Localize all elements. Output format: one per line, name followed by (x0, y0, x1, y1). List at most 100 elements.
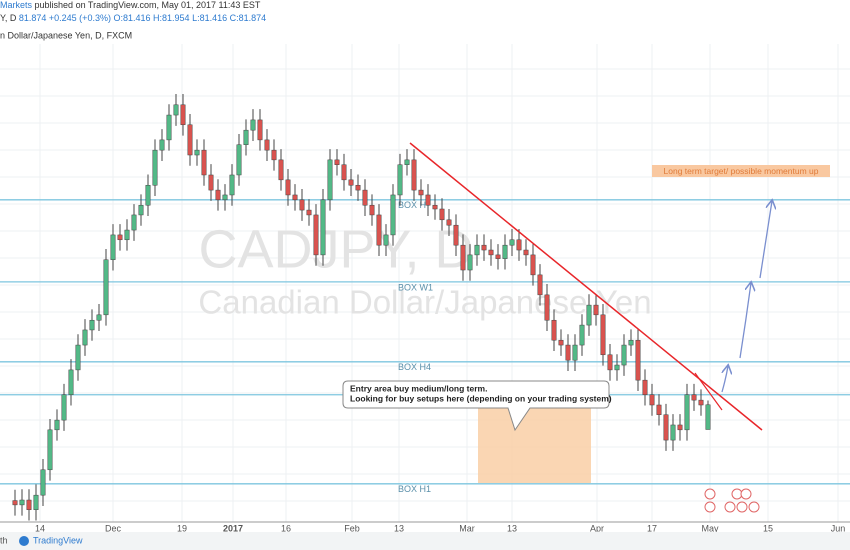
candle-body (306, 209, 312, 216)
candle-body (131, 214, 137, 231)
levels: BOX H BOX W1 BOX H4 BOX H1 (0, 199, 850, 494)
candle-body (152, 149, 158, 186)
candle-body (117, 234, 123, 241)
candle-body (558, 339, 564, 346)
x-tick-label: 13 (507, 523, 517, 533)
candle-body (96, 314, 102, 321)
candle-body (579, 324, 585, 346)
candle-body (614, 364, 620, 371)
target-label: Long term target/ possible momentum up (664, 166, 819, 176)
x-tick-label: Mar (459, 523, 475, 533)
candle-body (250, 119, 256, 131)
change: +0.245 (+0.3%) (49, 13, 111, 23)
header-bg (0, 0, 850, 44)
candle-body (439, 208, 445, 221)
candle-body (537, 274, 543, 296)
candle-body (299, 199, 305, 211)
candle-body (677, 424, 683, 431)
candle-body (341, 164, 347, 181)
candle-body (362, 189, 368, 206)
candle-body (481, 244, 487, 251)
candle-body (355, 184, 361, 191)
candle-body (40, 469, 46, 496)
candle-body (684, 394, 690, 431)
candle-body (593, 304, 599, 316)
candle-body (453, 224, 459, 246)
x-tick-label: 14 (35, 523, 45, 533)
callout (342, 380, 610, 432)
candle-body (201, 149, 207, 176)
candle-body (621, 344, 627, 366)
candle-body (54, 419, 60, 431)
candle-body (670, 424, 676, 441)
candle-body (110, 234, 116, 261)
candle-body (432, 204, 438, 210)
arrow (739, 283, 751, 359)
candle-body (159, 139, 165, 151)
candle-body (180, 104, 186, 126)
x-tick-label: 13 (394, 523, 404, 533)
candle-body (145, 184, 151, 206)
candle-body (572, 344, 578, 361)
ohlc: O:81.416 (113, 13, 150, 23)
candle-body (222, 194, 228, 201)
candle-body (257, 119, 263, 141)
trend-line (409, 142, 763, 431)
candles (12, 93, 711, 521)
candle-body (488, 249, 494, 256)
x-tick-label: Dec (105, 523, 122, 533)
candle-body (187, 124, 193, 156)
candle-body (320, 199, 326, 256)
candle-body (642, 379, 648, 395)
target-box (652, 165, 830, 177)
trend-line-short (694, 372, 723, 411)
candle-body (334, 159, 340, 165)
arrow (721, 366, 728, 393)
symbol: Y, D (0, 13, 17, 23)
ohlc: L:81.416 (192, 13, 227, 23)
x-tick-label: Feb (344, 523, 360, 533)
candle-body (502, 244, 508, 259)
candle-body (698, 399, 704, 406)
candle-body (390, 194, 396, 236)
quote-line: Y, D 81.874 +0.245 (+0.3%) O:81.416 H:81… (0, 13, 266, 23)
callout-line: Entry area buy medium/long term. (350, 383, 487, 393)
brand: Markets (0, 0, 33, 10)
arrow (759, 201, 772, 279)
watermark-description: Canadian Dollar/Japanese Yen (198, 284, 651, 321)
candle-body (278, 159, 284, 181)
candle-body (516, 239, 522, 251)
candle-body (376, 214, 382, 246)
candle-body (19, 499, 25, 506)
x-axis-labels: 14 Dec 19 2017 16 Feb 13 Mar 13 Apr 17 May 15 Jun (35, 523, 845, 533)
candle-body (208, 174, 214, 191)
candle-body (103, 259, 109, 316)
candle-body (656, 404, 662, 415)
candle-body (236, 144, 242, 176)
candle-body (691, 394, 697, 401)
candle-body (544, 294, 550, 321)
event-icons (704, 488, 760, 513)
candle-body (628, 339, 634, 346)
candle-body (404, 159, 410, 165)
candle-body (348, 179, 354, 186)
footer (0, 532, 850, 550)
candle-body (446, 219, 452, 226)
candle-body (523, 249, 529, 256)
logo (19, 536, 29, 546)
candle-body (82, 329, 88, 346)
candle-body (509, 239, 515, 246)
candle-body (124, 229, 130, 241)
candle-body (271, 149, 277, 161)
published: published on TradingView.com, May 01, 20… (35, 0, 261, 10)
candle-body (607, 354, 613, 371)
x-tick-label: 16 (281, 523, 291, 533)
level-label: BOX W1 (398, 282, 433, 292)
candle-body (649, 394, 655, 406)
x-tick-label: May (701, 523, 719, 533)
candle-body (194, 149, 200, 156)
footer-brand: TradingView (33, 535, 83, 545)
x-tick-label: 15 (763, 523, 773, 533)
x-tick-label: 19 (177, 523, 187, 533)
candle-body (383, 234, 389, 246)
